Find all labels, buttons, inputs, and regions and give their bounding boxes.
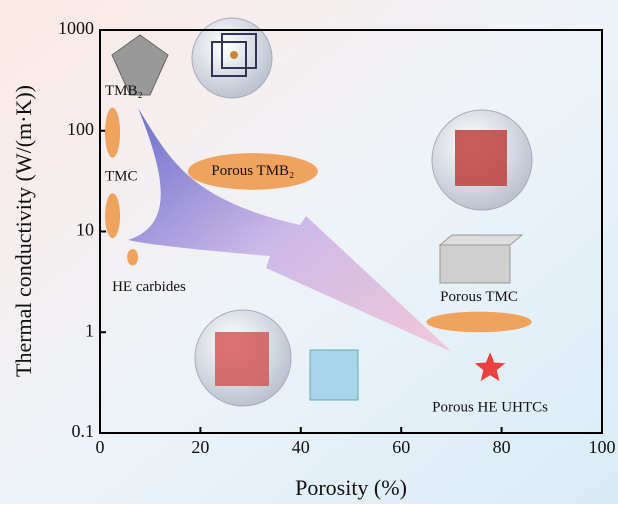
- trend-arrow: [128, 108, 452, 352]
- star-point: [474, 352, 506, 382]
- y-tick-label: 10: [76, 220, 94, 240]
- region-label: Porous TMB₂: [211, 163, 294, 179]
- x-tick-label: 20: [191, 437, 209, 457]
- crystal-illustrations: [111, 17, 533, 407]
- region-label: Porous TMC: [440, 289, 518, 305]
- x-tick-label: 100: [589, 437, 616, 457]
- y-axis-label: Thermal conductivity (W/(m·K)): [11, 85, 36, 377]
- point-label: Porous HE UHTCs: [432, 400, 548, 416]
- x-tick-label: 40: [292, 437, 310, 457]
- region-label: TMC: [105, 169, 138, 185]
- region-label: HE carbides: [112, 279, 186, 295]
- y-tick-label: 1000: [58, 18, 94, 38]
- region: [127, 249, 139, 266]
- x-tick-label: 60: [392, 437, 410, 457]
- x-tick-label: 80: [493, 437, 511, 457]
- x-tick-label: 0: [96, 437, 105, 457]
- y-tick-label: 1: [85, 320, 94, 340]
- region-label: TMB₂: [105, 83, 143, 99]
- region: [187, 153, 318, 190]
- region: [426, 311, 532, 333]
- y-tick-label: 100: [67, 119, 94, 139]
- x-axis-label: Porosity (%): [295, 475, 407, 500]
- region: [105, 193, 121, 239]
- y-tick-label: 0.1: [72, 421, 95, 441]
- region: [105, 107, 121, 158]
